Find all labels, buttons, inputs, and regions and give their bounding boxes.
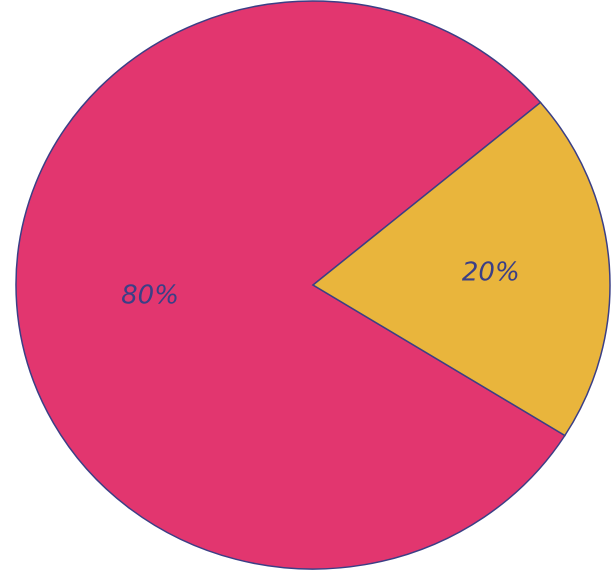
slice-label: 20% (462, 258, 520, 288)
slice-label: 80% (121, 280, 179, 310)
pie-slice (15, 0, 566, 570)
pie-slice (311, 101, 611, 437)
